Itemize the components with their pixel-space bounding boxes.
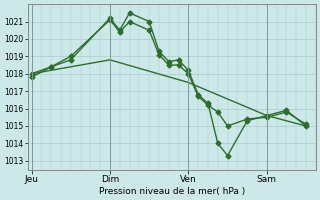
X-axis label: Pression niveau de la mer( hPa ): Pression niveau de la mer( hPa ): [99, 187, 245, 196]
